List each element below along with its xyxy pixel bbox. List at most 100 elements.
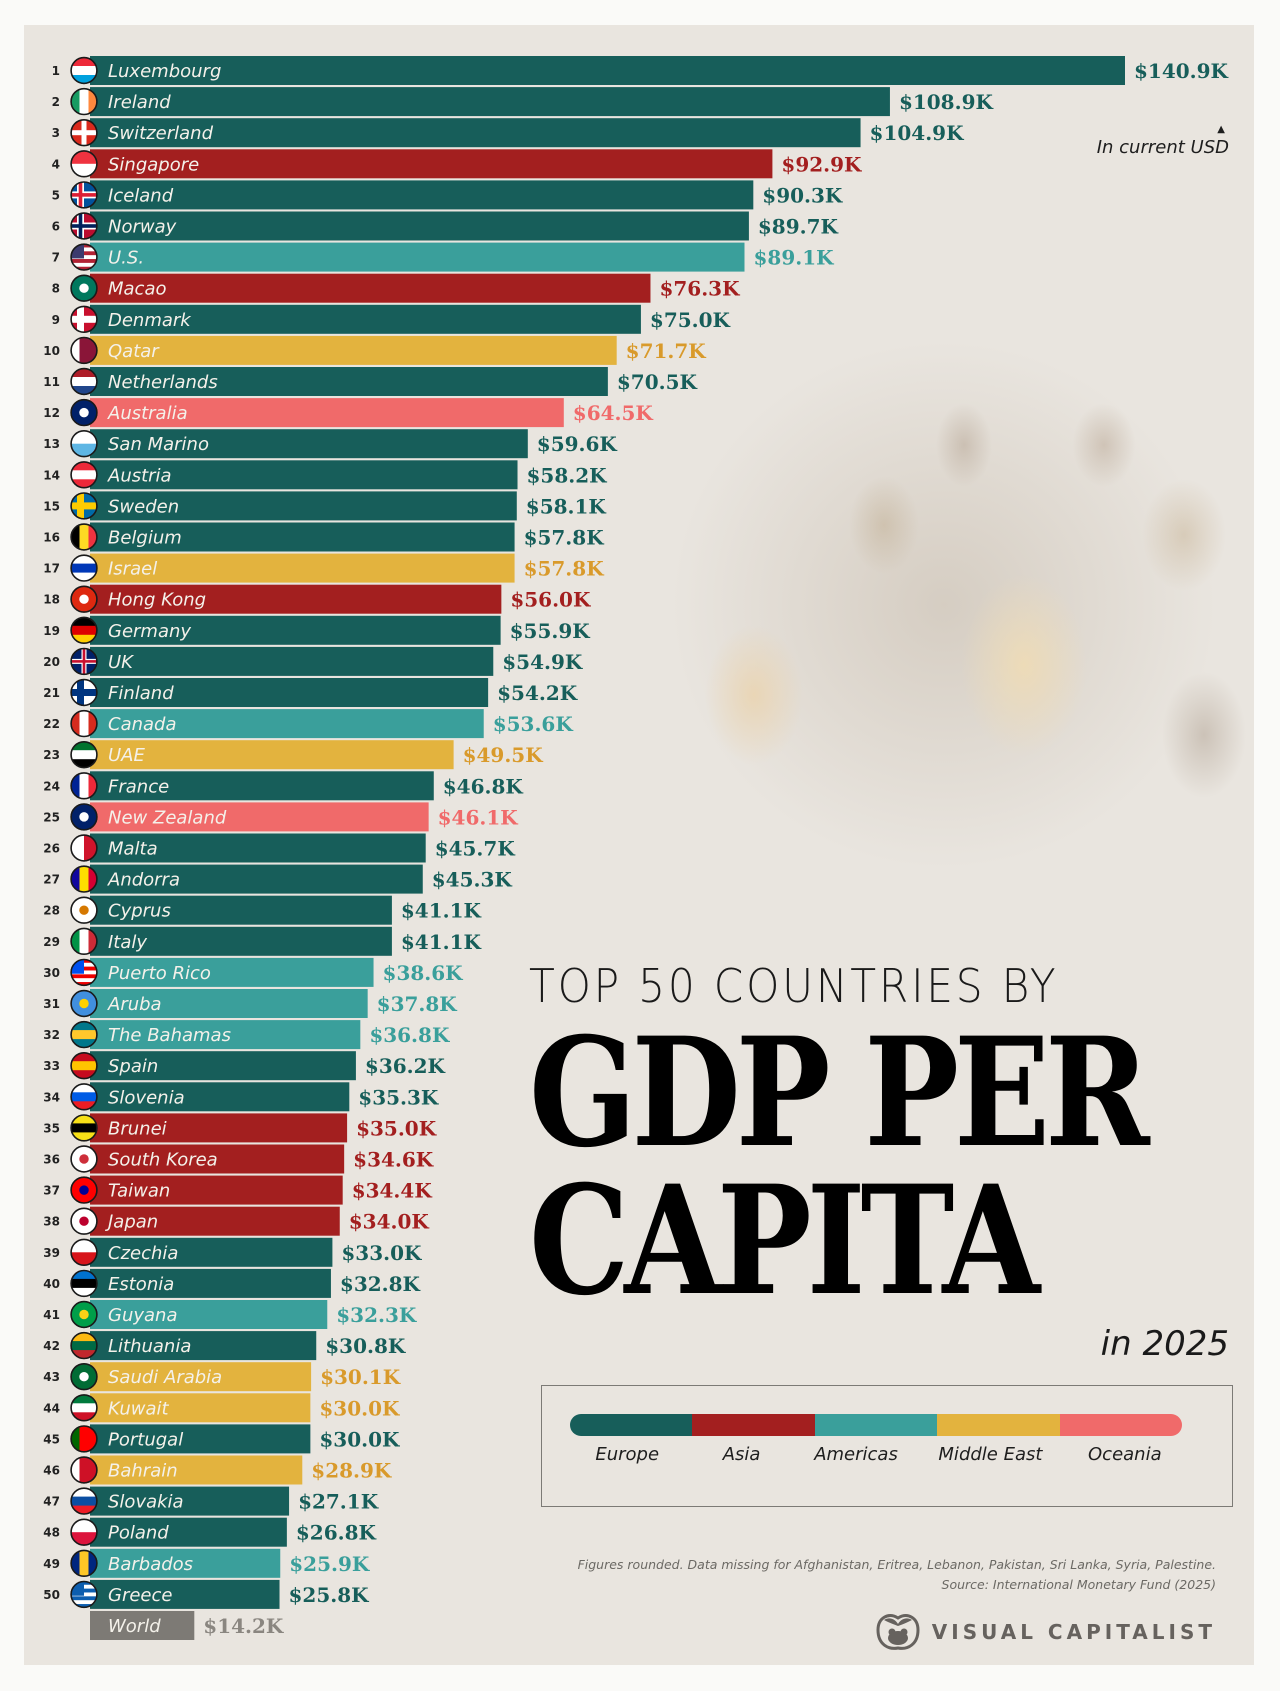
rank-label: 12 [43, 406, 60, 420]
footnote-source: Source: International Monetary Fund (202… [941, 1577, 1216, 1592]
bar [90, 1331, 317, 1361]
value-label: $53.6K [493, 712, 574, 736]
bar-row: 26 Malta $45.7K [43, 833, 515, 863]
bar-row: 31 Aruba $37.8K [43, 989, 457, 1018]
flag-icon [70, 1332, 98, 1360]
rank-label: 4 [52, 157, 60, 171]
rank-label: 7 [52, 251, 60, 265]
country-label: Bahrain [108, 1461, 178, 1482]
value-label: $34.4K [352, 1179, 433, 1203]
bar [90, 304, 641, 334]
value-label: $45.3K [432, 868, 513, 892]
bar-row: 24 France $46.8K [43, 771, 523, 801]
rank-label: 21 [43, 686, 60, 700]
value-label: $25.8K [289, 1583, 370, 1607]
country-label: Finland [108, 683, 174, 704]
flag-outline [70, 1114, 98, 1142]
bar [90, 1548, 281, 1578]
bar-row: 39 Czechia $33.0K [43, 1237, 422, 1267]
bar-row: 10 Qatar $71.7K [43, 335, 706, 365]
rank-label: 36 [43, 1153, 60, 1167]
flag-icon [70, 865, 98, 893]
value-label: $54.2K [497, 681, 578, 705]
rank-label: 1 [52, 64, 60, 78]
value-label: $38.6K [383, 961, 464, 985]
bar [90, 1020, 361, 1050]
rank-label: 14 [43, 468, 60, 482]
flag-outline [70, 1518, 98, 1546]
value-label: $32.8K [340, 1272, 421, 1296]
rank-label: 24 [43, 779, 60, 793]
rank-label: 17 [43, 562, 60, 576]
bar-row: 5 Iceland $90.3K [52, 180, 843, 210]
country-label: Spain [108, 1056, 158, 1077]
country-label: Aruba [107, 994, 162, 1015]
bar [90, 491, 517, 521]
bar-row: 2 Ireland $108.9K [52, 87, 993, 117]
flag-outline [70, 430, 98, 458]
country-label: Canada [108, 714, 177, 735]
country-label: Japan [105, 1212, 158, 1233]
bar [90, 678, 489, 707]
unit-note: ▲ In current USD [1097, 125, 1229, 159]
bar [90, 864, 423, 894]
value-label: $89.7K [758, 215, 839, 239]
rank-label: 49 [43, 1557, 60, 1571]
bar-row: 44 Kuwait $30.0K [43, 1393, 400, 1423]
country-label: Kuwait [108, 1398, 169, 1419]
country-label: Sweden [108, 496, 179, 517]
bar [90, 1175, 343, 1205]
value-label: $54.9K [502, 650, 583, 674]
value-label: $32.3K [336, 1303, 417, 1327]
flag-outline [70, 305, 98, 333]
country-label: Denmark [108, 310, 192, 331]
flag-outline [70, 1020, 98, 1049]
bar-row: 36 South Korea $34.6K [43, 1144, 434, 1174]
value-label: $89.1K [753, 246, 834, 270]
flag-outline [70, 772, 98, 800]
rank-label: 28 [43, 904, 60, 918]
bar [90, 1455, 303, 1485]
country-label: Taiwan [108, 1181, 170, 1202]
bar-row: 14 Austria $58.2K [43, 460, 607, 490]
flag-icon [70, 1114, 98, 1142]
bar-row: 38 Japan $34.0K [43, 1206, 429, 1236]
rank-label: 39 [43, 1246, 60, 1260]
bar [90, 989, 368, 1018]
value-label: $36.2K [365, 1054, 446, 1078]
bar [90, 771, 434, 801]
value-label: $104.9K [870, 121, 965, 145]
bar [90, 1362, 312, 1392]
rank-label: 48 [43, 1526, 60, 1540]
bar [90, 1144, 345, 1174]
country-label: Puerto Rico [108, 963, 211, 984]
flag-outline [70, 1425, 98, 1453]
bar [90, 1486, 290, 1516]
bar-row: 21 Finland $54.2K [43, 678, 578, 707]
flag-icon [70, 927, 98, 955]
bar-row: 20 UK $54.9K [43, 646, 583, 676]
flag-outline [70, 367, 98, 396]
title-line-1: TOP 50 COUNTRIES BY [529, 959, 1059, 1013]
flag-outline [70, 834, 98, 862]
country-label: Luxembourg [108, 61, 221, 82]
flag-outline [70, 740, 98, 769]
country-label: Saudi Arabia [108, 1367, 222, 1388]
country-label: New Zealand [108, 807, 227, 828]
country-label: The Bahamas [108, 1025, 231, 1046]
bar-row: 16 Belgium $57.8K [43, 522, 604, 552]
flag-outline [70, 803, 98, 831]
bar [90, 149, 773, 179]
bar [90, 1237, 333, 1267]
country-label: Austria [107, 465, 172, 486]
country-label: Singapore [108, 154, 199, 175]
value-label: $35.3K [358, 1085, 439, 1109]
bar [90, 895, 392, 925]
bar-row: 8 Macao $76.3K [52, 273, 740, 303]
legend-label-middle-east: Middle East [938, 1444, 1043, 1465]
infographic-card: 1 Luxembourg $140.9K 2 Ireland $108.9K 3 Switze… [24, 25, 1254, 1665]
flag-icon [70, 461, 98, 489]
bar-row: 11 Netherlands $70.5K [43, 367, 697, 396]
bar [90, 709, 484, 739]
title-line-3: CAPITA [529, 1153, 1040, 1329]
